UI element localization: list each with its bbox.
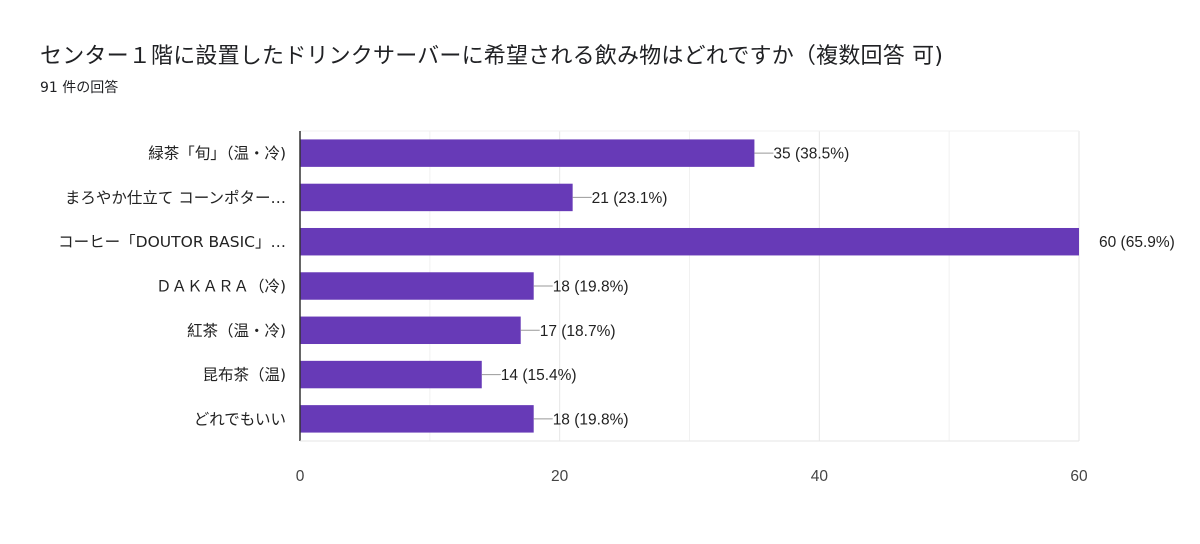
- bar[interactable]: [300, 183, 573, 212]
- value-label: 35 (38.5%): [773, 146, 849, 163]
- value-label: 18 (19.8%): [553, 279, 629, 296]
- x-tick-label: 0: [296, 468, 305, 485]
- chart-title: センター１階に設置したドリンクサーバーに希望される飲み物はどれですか（複数回答 …: [40, 44, 944, 69]
- category-label: 緑茶「旬」（温・冷): [148, 145, 286, 163]
- x-tick-label: 40: [811, 468, 829, 485]
- x-tick-label: 20: [551, 468, 569, 485]
- bar[interactable]: [300, 360, 482, 389]
- value-label: 21 (23.1%): [592, 190, 668, 207]
- value-label: 14 (15.4%): [501, 367, 577, 384]
- bar[interactable]: [300, 139, 755, 167]
- bars: [300, 139, 1079, 433]
- leader-lines: [481, 152, 774, 420]
- category-label: 紅茶（温・冷): [187, 322, 286, 340]
- category-labels: 緑茶「旬」（温・冷) まろやか仕立て コーンポター… コーヒー「DOUTOR BAS…: [58, 145, 286, 429]
- bar[interactable]: [300, 316, 521, 345]
- category-label: コーヒー「DOUTOR BASIC」…: [58, 233, 286, 251]
- bar[interactable]: [300, 272, 534, 300]
- value-label: 60 (65.9%): [1099, 234, 1175, 251]
- bar[interactable]: [300, 227, 1079, 256]
- category-label: まろやか仕立て コーンポター…: [65, 189, 286, 207]
- value-label: 17 (18.7%): [540, 323, 616, 340]
- x-tick-label: 60: [1070, 468, 1088, 485]
- response-count: 91 件の回答: [40, 80, 119, 96]
- value-label: 18 (19.8%): [553, 411, 629, 428]
- category-label: 昆布茶（温): [202, 366, 286, 384]
- category-label: どれでもいい: [194, 410, 286, 428]
- value-labels: 35 (38.5%) 21 (23.1%) 60 (65.9%) 18 (19.8%)…: [501, 146, 1175, 429]
- category-label: ＤＡＫＡＲＡ（冷): [156, 278, 286, 296]
- bar[interactable]: [300, 405, 534, 433]
- x-tick-labels: 0 20 40 60: [296, 468, 1088, 485]
